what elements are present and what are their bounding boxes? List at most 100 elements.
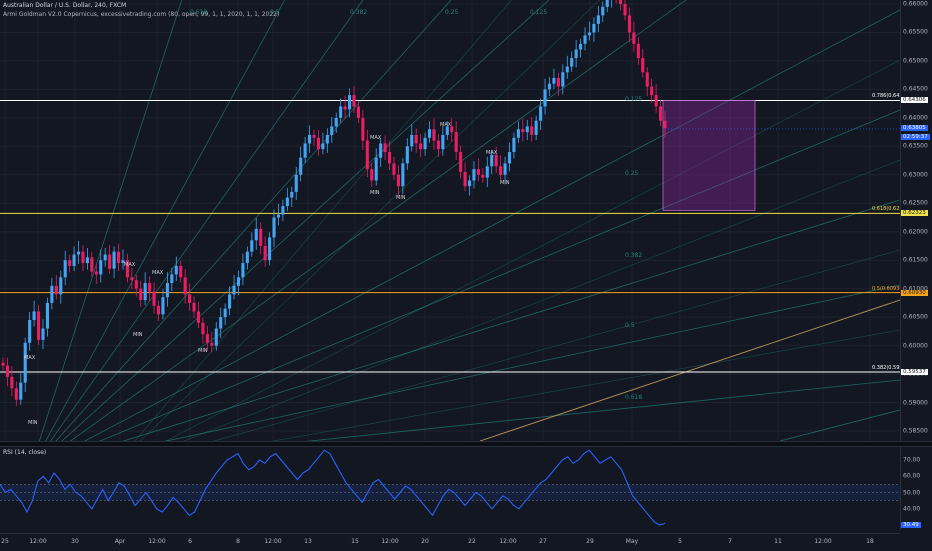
fib-level-label: 0.5(0.60930) <box>872 285 900 292</box>
fan-line <box>122 199 900 441</box>
max-marker: MAX <box>370 135 382 141</box>
candle-up <box>441 134 445 150</box>
time-tick-label: 11 <box>774 538 782 545</box>
time-tick-label: 18 <box>866 538 874 545</box>
fib-level-price-tag: 0.62323 <box>901 210 928 217</box>
candle-up <box>254 228 258 241</box>
candle-up <box>41 328 45 340</box>
price-chart-canvas[interactable] <box>0 0 900 441</box>
rsi-tick-label: 40.00 <box>903 505 921 513</box>
candle-up <box>339 106 343 118</box>
candle-down <box>130 277 134 281</box>
candle-up <box>405 146 409 164</box>
candle-down <box>556 78 560 87</box>
candle-up <box>401 163 405 187</box>
candle-up <box>583 35 587 44</box>
price-tick-label: 0.58500 <box>903 427 928 435</box>
time-tick-label: 7 <box>728 538 732 545</box>
fib-level-price-tag: 0.59537 <box>901 368 928 375</box>
candle-down <box>659 106 663 121</box>
time-axis[interactable]: 25 12:00 30 Apr 12:00 6 8 12:00 13 15 12:00 20 22 12:… <box>0 533 900 551</box>
price-axis[interactable]: 0.66000 0.65500 0.65000 0.64500 0.64000 0.635… <box>900 0 932 441</box>
price-tick-label: 0.60500 <box>903 313 928 321</box>
candle-down <box>650 86 654 96</box>
candle-down <box>396 174 400 187</box>
time-tick-label: 12:00 <box>381 538 399 545</box>
candle-down <box>116 251 121 264</box>
candle-up <box>103 254 107 261</box>
candle-up <box>570 58 574 67</box>
candle-up <box>161 297 165 315</box>
candle-up <box>308 134 312 144</box>
rsi-pane[interactable]: RSI (14, close) <box>0 447 900 530</box>
rsi-legend[interactable]: RSI (14, close) <box>3 449 50 457</box>
candle-down <box>619 0 623 4</box>
current-price-tag: 0.63805 <box>901 125 928 131</box>
candle-up <box>379 143 383 158</box>
symbol-legend[interactable]: Australian Dollar / U.S. Dollar, 240, FX… <box>3 2 127 9</box>
candle-down <box>352 95 356 107</box>
price-tick-label: 0.61500 <box>903 256 928 264</box>
fib-level-label: 0.618(0.62323) <box>872 206 900 213</box>
candle-up <box>245 251 249 264</box>
candle-down <box>494 154 498 167</box>
price-tick-label: 0.66000 <box>903 0 928 8</box>
candle-up <box>423 137 427 150</box>
candle-up <box>547 83 552 90</box>
time-tick-label: Apr <box>114 538 126 545</box>
candle-down <box>148 282 152 292</box>
candle-up <box>45 302 49 329</box>
time-tick-label: 13 <box>304 538 312 545</box>
fan-line <box>306 379 900 441</box>
candle-up <box>223 308 227 318</box>
fan-line <box>83 9 900 441</box>
candle-up <box>321 143 325 150</box>
fan-label-right: 0.5 <box>625 322 635 329</box>
fib-level-label: 0.786(0.64306) <box>872 93 900 100</box>
rsi-tick-label: 70.00 <box>903 456 921 464</box>
candle-down <box>450 126 454 133</box>
time-tick-label: 20 <box>421 538 429 545</box>
max-marker: MAX <box>124 262 136 268</box>
trend-line-2 <box>779 409 900 441</box>
rsi-canvas[interactable] <box>0 447 900 530</box>
indicator-legend[interactable]: Armi Goldman V2.0 Copernicus, excessivet… <box>3 11 283 19</box>
price-tick-label: 0.62000 <box>903 228 928 236</box>
candle-up <box>410 134 414 147</box>
time-tick-label: 22 <box>468 538 476 545</box>
pane-divider[interactable] <box>0 441 932 447</box>
candle-down <box>179 265 183 278</box>
rsi-legend-text[interactable]: RSI (14, close) <box>3 449 47 456</box>
fib-level-label: 0.382(0.59537) <box>872 364 900 371</box>
candle-down <box>125 260 129 278</box>
price-chart-pane[interactable]: Australian Dollar / U.S. Dollar, 240, FX… <box>0 0 900 441</box>
candle-down <box>481 174 485 178</box>
time-tick-label: 12:00 <box>264 538 282 545</box>
candle-down <box>1 362 5 366</box>
fan-label-top: 0.125 <box>530 9 548 16</box>
fan-line-secondary <box>213 249 900 441</box>
candle-up <box>303 143 307 158</box>
fib-level-price-tag: 0.60930 <box>901 289 928 296</box>
indicator-legend-text[interactable]: Armi Goldman V2.0 Copernicus, excessivet… <box>3 11 280 18</box>
candle-up <box>170 274 174 283</box>
time-tick-label: 27 <box>539 538 547 545</box>
candle-down <box>365 140 369 170</box>
candle-up <box>605 0 609 7</box>
candle-up <box>467 180 472 187</box>
fan-line-secondary <box>134 0 512 441</box>
candle-up <box>290 191 294 198</box>
time-tick-label: 25 <box>1 538 9 545</box>
time-tick-label: 5 <box>678 538 682 545</box>
candle-up <box>445 126 449 135</box>
rsi-tick-label: 60.00 <box>903 472 921 480</box>
candle-down <box>387 152 392 164</box>
candle-up <box>330 126 334 135</box>
price-tick-label: 0.64500 <box>903 85 928 93</box>
max-marker: MAX <box>486 150 498 156</box>
fan-line-secondary <box>165 59 900 441</box>
target-zone-rect <box>662 100 756 211</box>
candle-down <box>188 294 192 303</box>
price-tick-label: 0.62500 <box>903 199 928 207</box>
